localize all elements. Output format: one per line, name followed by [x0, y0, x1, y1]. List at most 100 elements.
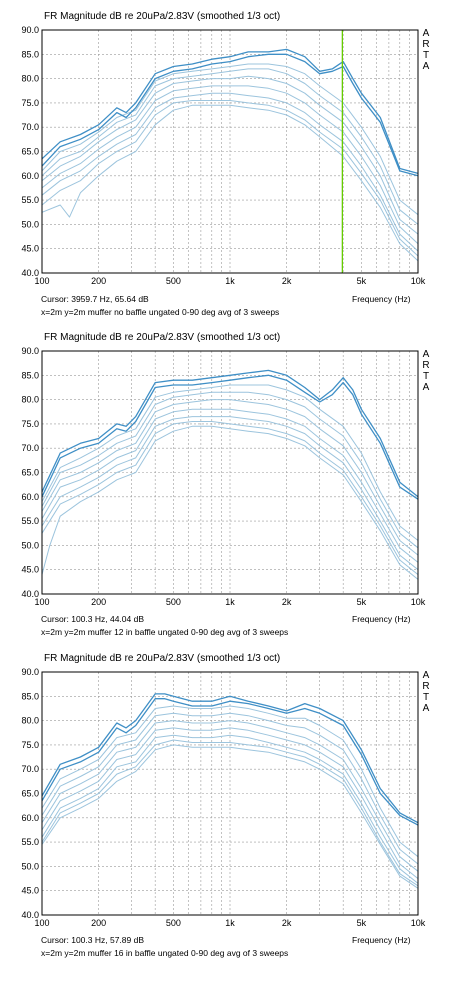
watermark-letter: A [422, 670, 430, 681]
y-tick-label: 40.0 [21, 910, 39, 920]
arta-watermark: A R T A [421, 28, 431, 72]
arta-watermark: A R T A [421, 670, 431, 714]
chart-panel-1: FR Magnitude dB re 20uPa/2.83V (smoothed… [0, 0, 461, 322]
cursor-readout: Cursor: 100.3 Hz, 44.04 dB [41, 614, 145, 624]
x-tick-label: 100 [34, 276, 49, 286]
y-tick-label: 85.0 [21, 49, 39, 59]
x-tick-label: 500 [166, 597, 181, 607]
x-tick-label: 200 [91, 276, 106, 286]
measurement-description: x=2m y=2m muffer 16 in baffle ungated 0-… [41, 948, 289, 958]
y-tick-label: 65.0 [21, 789, 39, 799]
series-line [41, 369, 419, 498]
watermark-letter: R [422, 360, 430, 371]
watermark-letter: A [422, 382, 430, 393]
y-tick-label: 55.0 [21, 516, 39, 526]
chart-title: FR Magnitude dB re 20uPa/2.83V (smoothed… [44, 653, 281, 664]
x-tick-label: 10k [411, 597, 426, 607]
watermark-letter: T [422, 371, 430, 382]
series-line [41, 48, 419, 175]
series-line [41, 92, 419, 252]
x-tick-label: 500 [166, 276, 181, 286]
x-tick-label: 5k [357, 276, 367, 286]
y-tick-label: 75.0 [21, 98, 39, 108]
y-tick-label: 40.0 [21, 589, 39, 599]
plot-frame [41, 350, 419, 595]
x-axis-label: Frequency (Hz) [352, 614, 411, 624]
plot-frame [41, 671, 419, 916]
watermark-letter: A [422, 61, 430, 72]
chart-svg[interactable]: 40.0 45.0 50.0 55.0 60.0 65.0 70.0 75.0 80.0 85.0… [0, 642, 461, 962]
y-tick-label: 70.0 [21, 764, 39, 774]
x-tick-label: 10k [411, 276, 426, 286]
x-tick-label: 5k [357, 597, 367, 607]
series-line [41, 739, 419, 887]
series-line [41, 425, 419, 580]
y-tick-label: 85.0 [21, 691, 39, 701]
watermark-letter: R [422, 681, 430, 692]
watermark-letter: T [422, 50, 430, 61]
series-line [41, 421, 419, 575]
y-tick-label: 65.0 [21, 468, 39, 478]
y-tick-label: 80.0 [21, 716, 39, 726]
cursor-readout: Cursor: 100.3 Hz, 57.89 dB [41, 935, 145, 945]
measurement-description: x=2m y=2m muffer 12 in baffle ungated 0-… [41, 627, 289, 637]
series-line [41, 75, 419, 235]
y-tick-label: 80.0 [21, 74, 39, 84]
series-line [41, 391, 419, 549]
series-line [41, 53, 419, 177]
plot-frame [41, 29, 419, 274]
series-line [41, 408, 419, 563]
chart-panel-3: FR Magnitude dB re 20uPa/2.83V (smoothed… [0, 642, 461, 962]
series-line [41, 720, 419, 872]
chart-svg[interactable]: 40.0 45.0 50.0 55.0 60.0 65.0 70.0 75.0 80.0 85.0… [0, 0, 461, 322]
series-line [41, 68, 419, 225]
x-tick-label: 200 [91, 597, 106, 607]
y-tick-label: 85.0 [21, 370, 39, 380]
series-group [41, 48, 419, 262]
y-tick-label: 50.0 [21, 219, 39, 229]
series-group [41, 369, 419, 580]
chart-svg[interactable]: 40.0 45.0 50.0 55.0 60.0 65.0 70.0 75.0 80.0 85.0… [0, 321, 461, 641]
y-tick-label: 60.0 [21, 813, 39, 823]
y-tick-label: 40.0 [21, 268, 39, 278]
series-line [41, 705, 419, 858]
series-line [41, 399, 419, 556]
y-tick-label: 60.0 [21, 492, 39, 502]
y-tick-label: 70.0 [21, 122, 39, 132]
watermark-letter: A [422, 28, 430, 39]
watermark-letter: T [422, 692, 430, 703]
y-tick-label: 80.0 [21, 395, 39, 405]
series-line [41, 384, 419, 541]
series-line [41, 712, 419, 865]
arta-watermark: A R T A [421, 349, 431, 393]
series-line [41, 727, 419, 879]
x-tick-label: 100 [34, 918, 49, 928]
grid [42, 30, 418, 273]
y-tick-label: 50.0 [21, 540, 39, 550]
x-tick-label: 100 [34, 597, 49, 607]
y-tick-label: 45.0 [21, 244, 39, 254]
chart-title: FR Magnitude dB re 20uPa/2.83V (smoothed… [44, 332, 281, 343]
y-tick-label: 50.0 [21, 861, 39, 871]
x-tick-label: 1k [225, 918, 235, 928]
x-tick-label: 2k [282, 597, 292, 607]
watermark-letter: A [422, 349, 430, 360]
x-tick-label: 1k [225, 276, 235, 286]
series-group [41, 693, 419, 889]
x-tick-label: 5k [357, 918, 367, 928]
y-tick-label: 75.0 [21, 419, 39, 429]
measurement-description: x=2m y=2m muffer no baffle ungated 0-90 … [41, 307, 280, 317]
x-tick-label: 10k [411, 918, 426, 928]
series-line [41, 734, 419, 884]
y-tick-label: 60.0 [21, 171, 39, 181]
x-axis-label: Frequency (Hz) [352, 294, 411, 304]
watermark-letter: A [422, 703, 430, 714]
y-tick-label: 70.0 [21, 443, 39, 453]
x-tick-label: 500 [166, 918, 181, 928]
y-tick-label: 90.0 [21, 25, 39, 35]
watermark-letter: R [422, 39, 430, 50]
x-tick-label: 200 [91, 918, 106, 928]
y-tick-label: 55.0 [21, 195, 39, 205]
series-line [41, 85, 419, 245]
x-tick-label: 2k [282, 918, 292, 928]
